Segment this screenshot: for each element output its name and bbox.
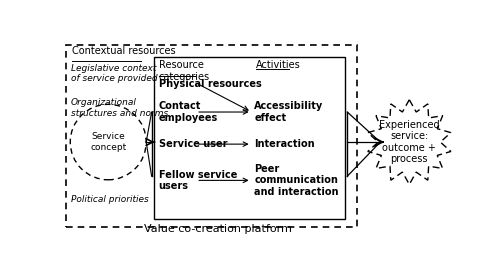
Text: Accessibility
effect: Accessibility effect [254,101,324,123]
Text: Service user: Service user [158,139,227,149]
Text: Peer
communication
and interaction: Peer communication and interaction [254,164,339,197]
Text: Interaction: Interaction [254,139,315,149]
Text: Political priorities: Political priorities [71,194,149,204]
Bar [154,57,346,219]
Text: Value co-creation platform: Value co-creation platform [144,224,292,234]
Text: Organizational
structures and norms: Organizational structures and norms [71,98,168,118]
Text: Resource
categories: Resource categories [158,60,210,82]
Text: Legislative context
of service provided: Legislative context of service provided [71,64,158,83]
Text: Experienced
service:
outcome +
process: Experienced service: outcome + process [379,120,440,164]
Text: Contextual resources: Contextual resources [72,46,176,56]
Text: Physical resources: Physical resources [158,79,262,89]
Text: Service
concept: Service concept [90,132,126,152]
Bar [66,45,357,227]
Text: Fellow service
users: Fellow service users [158,169,237,191]
Text: Activities: Activities [256,60,301,70]
Text: Contact
employees: Contact employees [158,101,218,123]
